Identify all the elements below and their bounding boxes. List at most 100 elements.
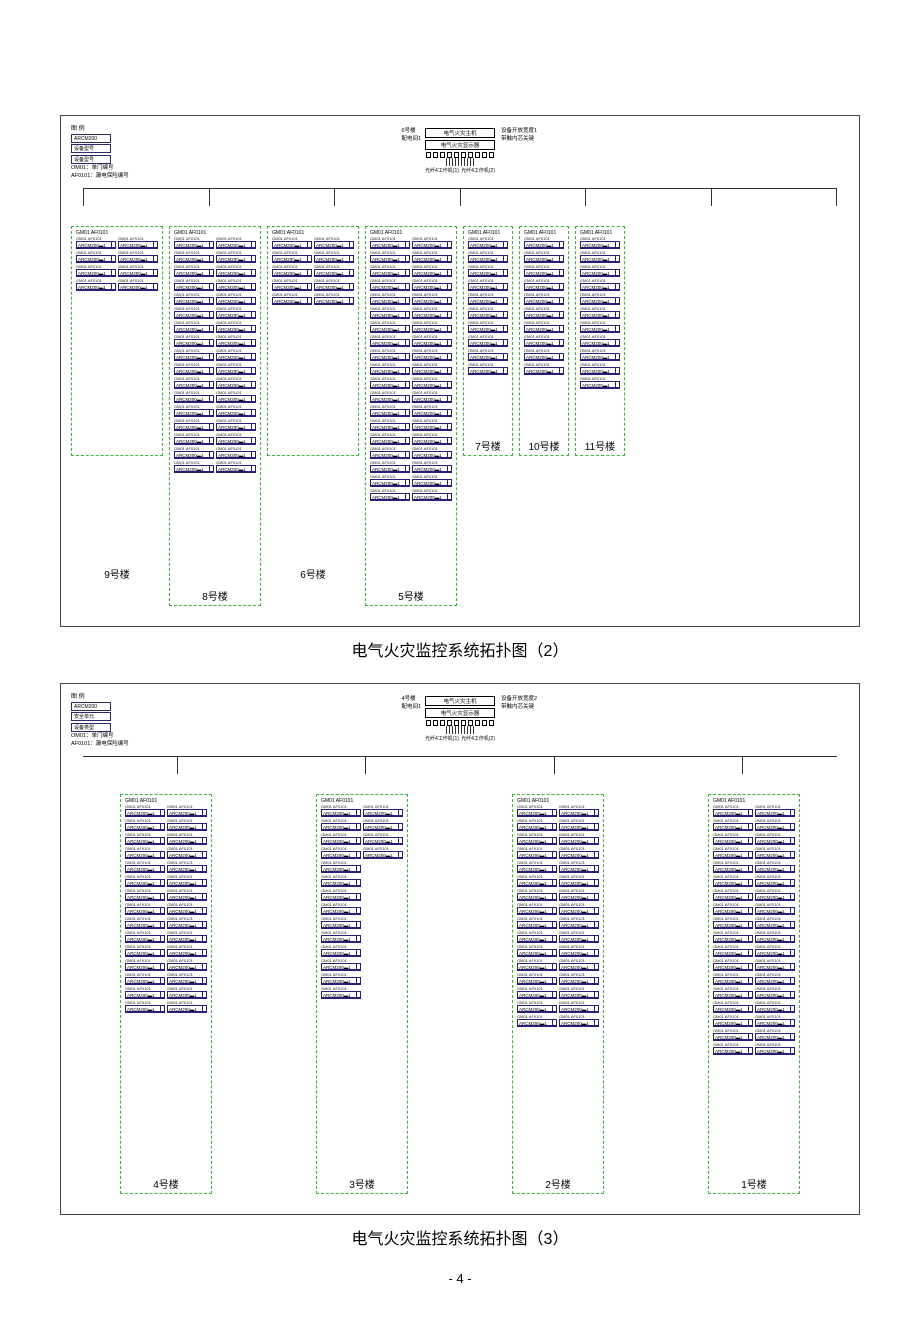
building-label: 11号楼 — [576, 438, 624, 453]
module: ARCM200▬1 — [412, 367, 452, 375]
module: ARCM200▬1 — [167, 977, 207, 985]
module: ARCM200▬1 — [167, 949, 207, 957]
module: ARCM200▬1 — [713, 1047, 753, 1055]
module: ARCM200▬1 — [174, 325, 214, 333]
module: ARCM200▬1 — [580, 241, 620, 249]
module: ARCM200▬1 — [580, 255, 620, 263]
module-group: GM01 AF0101ARCM200▬1 — [216, 461, 256, 473]
module-group: GM01 AF0101ARCM200▬1 — [559, 1015, 599, 1027]
module-group: GM01 AF0101ARCM200▬1 — [118, 237, 158, 249]
module: ARCM200▬1 — [314, 241, 354, 249]
module: ARCM200▬1 — [468, 367, 508, 375]
module-group: GM01 AF0101ARCM200▬1 — [517, 987, 557, 999]
module-group: GM01 AF0101ARCM200▬1 — [559, 889, 599, 901]
module: ARCM200▬1 — [314, 297, 354, 305]
module-group: GM01 AF0101ARCM200▬1 — [216, 321, 256, 333]
module-group: GM01 AF0101ARCM200▬1 — [468, 293, 508, 305]
head-left-caption: 4号楼 配电间1 — [401, 694, 421, 710]
module-group: GM01 AF0101ARCM200▬1 — [314, 237, 354, 249]
module-group: GM01 AF0101ARCM200▬1 — [559, 861, 599, 873]
module: ARCM200▬1 — [370, 381, 410, 389]
module: ARCM200▬1 — [517, 1005, 557, 1013]
module: ARCM200▬1 — [713, 1033, 753, 1041]
module: ARCM200▬1 — [216, 339, 256, 347]
module-group: GM01 AF0101ARCM200▬1 — [755, 847, 795, 859]
module: ARCM200▬1 — [559, 935, 599, 943]
module: ARCM200▬1 — [321, 851, 361, 859]
module: ARCM200▬1 — [755, 893, 795, 901]
module: ARCM200▬1 — [370, 493, 410, 501]
module-group: GM01 AF0101ARCM200▬1 — [321, 805, 361, 817]
module-group: GM01 AF0101ARCM200▬1 — [755, 861, 795, 873]
module: ARCM200▬1 — [174, 283, 214, 291]
module: ARCM200▬1 — [580, 325, 620, 333]
module-group: GM01 AF0101ARCM200▬1 — [559, 819, 599, 831]
module-group: GM01 AF0101ARCM200▬1 — [755, 833, 795, 845]
module-group: GM01 AF0101ARCM200▬1 — [412, 237, 452, 249]
module-group: GM01 AF0101ARCM200▬1 — [524, 335, 564, 347]
module-group: GM01 AF0101ARCM200▬1 — [755, 819, 795, 831]
module: ARCM200▬1 — [76, 283, 116, 291]
module: ARCM200▬1 — [272, 255, 312, 263]
module: ARCM200▬1 — [125, 963, 165, 971]
head-box: 电气火灾显示器 — [425, 140, 495, 150]
module: ARCM200▬1 — [559, 809, 599, 817]
module-group: GM01 AF0101ARCM200▬1 — [76, 251, 116, 263]
module-group: GM01 AF0101ARCM200▬1 — [167, 875, 207, 887]
module: ARCM200▬1 — [755, 865, 795, 873]
module: ARCM200▬1 — [216, 381, 256, 389]
module-group: GM01 AF0101ARCM200▬1 — [370, 335, 410, 347]
module: ARCM200▬1 — [559, 949, 599, 957]
legend: 图 例 ARCM200 设备型号 设备型号 OM01：单门编号 AF0101：漏… — [71, 126, 129, 180]
module: ARCM200▬1 — [174, 353, 214, 361]
module-group: GM01 AF0101ARCM200▬1 — [118, 279, 158, 291]
module: ARCM200▬1 — [216, 451, 256, 459]
module-group: GM01 AF0101ARCM200▬1 — [167, 1001, 207, 1013]
building-bldg-11: GM01 AF0101GM01 AF0101ARCM200▬1GM01 AF01… — [575, 226, 625, 456]
module: ARCM200▬1 — [370, 423, 410, 431]
module: ARCM200▬1 — [125, 879, 165, 887]
building-bldg-7: GM01 AF0101GM01 AF0101ARCM200▬1GM01 AF01… — [463, 226, 513, 456]
module: ARCM200▬1 — [580, 381, 620, 389]
module-group: GM01 AF0101ARCM200▬1 — [713, 833, 753, 845]
module: ARCM200▬1 — [412, 255, 452, 263]
building-label: 7号楼 — [464, 438, 512, 453]
module-group: GM01 AF0101ARCM200▬1 — [216, 279, 256, 291]
module: ARCM200▬1 — [524, 297, 564, 305]
module: ARCM200▬1 — [370, 479, 410, 487]
module-group: GM01 AF0101ARCM200▬1 — [370, 279, 410, 291]
module: ARCM200▬1 — [713, 907, 753, 915]
module: ARCM200▬1 — [363, 851, 403, 859]
module: ARCM200▬1 — [272, 241, 312, 249]
module: ARCM200▬1 — [174, 297, 214, 305]
module-group: GM01 AF0101ARCM200▬1 — [167, 987, 207, 999]
module: ARCM200▬1 — [216, 423, 256, 431]
module-cols: GM01 AF0101ARCM200▬1 GM01 AF0101ARCM200▬1… — [517, 805, 599, 1028]
module: ARCM200▬1 — [272, 269, 312, 277]
building-bldg-4: GM01 AF0101GM01 AF0101ARCM200▬1GM01 AF01… — [120, 794, 212, 1194]
module-group: GM01 AF0101ARCM200▬1 — [174, 265, 214, 277]
module-cols: GM01 AF0101ARCM200▬1 GM01 AF0101ARCM200▬1… — [524, 237, 564, 376]
module: ARCM200▬1 — [517, 991, 557, 999]
module: ARCM200▬1 — [559, 823, 599, 831]
module-group: GM01 AF0101ARCM200▬1 — [755, 959, 795, 971]
module-group: GM01 AF0101ARCM200▬1 — [272, 293, 312, 305]
module-group: GM01 AF0101ARCM200▬1 — [524, 251, 564, 263]
building-label: 6号楼 — [300, 566, 326, 581]
module-group: GM01 AF0101ARCM200▬1 — [167, 805, 207, 817]
module: ARCM200▬1 — [370, 297, 410, 305]
module: ARCM200▬1 — [125, 935, 165, 943]
module: ARCM200▬1 — [559, 837, 599, 845]
module-group: GM01 AF0101ARCM200▬1 — [755, 917, 795, 929]
module-cols: GM01 AF0101ARCM200▬1GM01 AF0101ARCM200▬1… — [580, 237, 620, 390]
module: ARCM200▬1 — [321, 921, 361, 929]
module: ARCM200▬1 — [755, 977, 795, 985]
building-label: 4号楼 — [121, 1176, 211, 1191]
module-group: GM01 AF0101ARCM200▬1 — [412, 251, 452, 263]
module: ARCM200▬1 — [412, 325, 452, 333]
module-group: GM01 AF0101ARCM200▬1 — [314, 251, 354, 263]
module: ARCM200▬1 — [755, 879, 795, 887]
module-group: GM01 AF0101ARCM200▬1 — [216, 433, 256, 445]
module-group: GM01 AF0101ARCM200▬1 — [468, 363, 508, 375]
module: ARCM200▬1 — [174, 409, 214, 417]
